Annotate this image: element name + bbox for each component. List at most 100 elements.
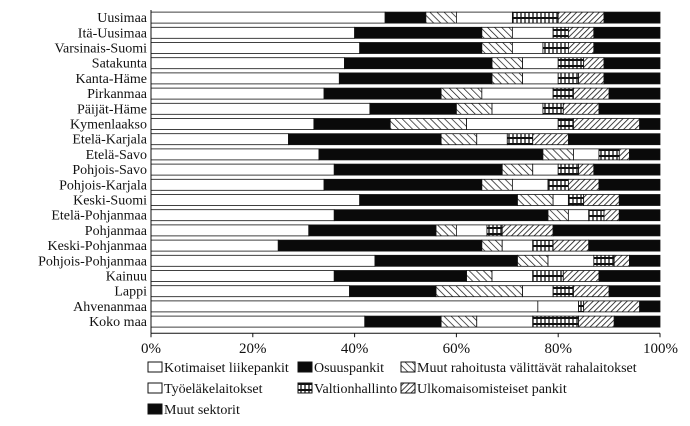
bar-segment-series-0 [150, 148, 320, 161]
category-label: Keski-Suomi [73, 194, 147, 209]
bar-segment-series-2 [491, 72, 523, 85]
legend-swatch [147, 403, 163, 415]
legend-swatch [400, 361, 416, 373]
bar-segment-series-1 [384, 11, 427, 24]
bar-segment-series-1 [364, 315, 442, 328]
x-tick-label: 60% [443, 341, 471, 357]
bar-segment-series-6 [598, 102, 661, 115]
bar-segment-series-5 [562, 102, 600, 115]
bar-segment-series-0 [150, 254, 376, 267]
bar-segment-series-4 [542, 42, 569, 54]
bar-segment-series-2 [440, 133, 478, 146]
x-tick-label: 20% [239, 341, 267, 357]
bar-segment-series-2 [481, 26, 513, 39]
category-label: Etelä-Karjala [72, 133, 147, 148]
legend-label: Muut sektorit [164, 403, 240, 418]
bar-segment-series-2 [466, 270, 493, 282]
bar-segment-series-4 [552, 87, 574, 100]
bar-segment-series-3 [511, 178, 549, 191]
bar-segment-series-6 [588, 239, 661, 252]
bar-segment-series-3 [491, 270, 534, 282]
bar-segment-series-0 [150, 72, 340, 85]
bar-segment-series-4 [542, 102, 564, 115]
bar-segment-series-0 [150, 194, 361, 206]
legend-label: Ulkomaisomisteiset pankit [417, 382, 567, 397]
bar-segment-series-2 [517, 254, 549, 267]
bar-segment-series-4 [588, 209, 605, 222]
bar-segment-series-1 [338, 72, 493, 85]
bar-segment-series-0 [150, 11, 386, 24]
bar-segment-series-4 [598, 148, 620, 161]
bar-segment-series-0 [150, 133, 289, 146]
bar-segment-series-5 [613, 254, 630, 267]
category-label: Etelä-Savo [86, 148, 147, 163]
category-label: Etelä-Pohjanmaa [51, 209, 147, 224]
bar-segment-series-1 [333, 209, 549, 222]
bar-segment-series-2 [517, 194, 554, 206]
legend-label: Muut rahoitusta välittävät rahalaitokset [417, 361, 637, 376]
category-label: Kymenlaakso [70, 118, 147, 133]
bar-segment-series-6 [629, 254, 661, 267]
bar-segment-series-3 [455, 224, 488, 237]
legend-label: Kotimaiset liikepankit [164, 361, 289, 376]
bar-segment-series-2 [389, 118, 467, 130]
bar-segment-series-0 [150, 285, 350, 298]
bar-segment-series-2 [542, 148, 574, 161]
bar-segment-series-5 [578, 163, 595, 176]
bar-segment-series-4 [557, 163, 579, 176]
bar-segment-series-4 [578, 300, 585, 313]
bar-segment-series-6 [603, 72, 661, 85]
bar-segment-series-1 [359, 42, 483, 54]
bar-segment-series-6 [608, 285, 661, 298]
bar-segment-series-6 [598, 270, 661, 282]
bar-segment-series-1 [333, 163, 503, 176]
bar-segment-series-6 [593, 42, 661, 54]
bar-segment-series-5 [583, 300, 641, 313]
bar-segment-series-3 [522, 285, 554, 298]
category-label: Uusimaa [97, 11, 148, 26]
bar-segment-series-6 [618, 209, 661, 222]
bar-segment-series-1 [349, 285, 437, 298]
bar-segment-series-0 [150, 102, 371, 115]
bar-segment-series-5 [567, 42, 595, 54]
bar-segment-series-4 [593, 254, 615, 267]
bar-segment-series-5 [552, 239, 590, 252]
bar-segment-series-2 [501, 163, 534, 176]
bar-segment-series-3 [567, 209, 590, 222]
bar-segment-series-1 [277, 239, 483, 252]
bar-segment-series-6 [598, 178, 661, 191]
x-tick-label: 0% [141, 341, 161, 357]
bar-segment-series-5 [573, 118, 641, 130]
legend-swatch [297, 361, 313, 373]
bar-segment-series-2 [547, 209, 569, 222]
category-label: Varsinais-Suomi [54, 42, 147, 57]
bar-segment-series-3 [537, 300, 579, 313]
bar-segment-series-4 [552, 285, 574, 298]
category-label: Pohjois-Pohjanmaa [38, 254, 148, 269]
bar-segment-series-1 [288, 133, 442, 146]
bar-segment-series-6 [618, 194, 661, 206]
category-label: Kainuu [106, 270, 147, 285]
bar-segment-series-3 [491, 102, 544, 115]
bar-segment-series-1 [313, 118, 391, 130]
bar-segment-series-1 [308, 224, 437, 237]
legend-label: Valtionhallinto [314, 382, 397, 397]
bar-segment-series-5 [618, 148, 630, 161]
bar-segment-series-3 [547, 254, 595, 267]
legend-swatch [297, 382, 313, 394]
bar-segment-series-5 [562, 270, 600, 282]
bar-segment-series-2 [481, 178, 513, 191]
bar-segment-series-2 [491, 57, 523, 70]
legend-swatch [400, 382, 416, 394]
bar-segment-series-4 [567, 194, 585, 206]
x-tick-label: 100% [643, 341, 678, 357]
bar-segment-series-3 [552, 194, 569, 206]
bar-segment-series-0 [150, 270, 335, 282]
bar-segment-series-3 [466, 118, 559, 130]
bar-segment-series-5 [567, 178, 600, 191]
bar-segment-series-5 [603, 209, 620, 222]
bar-segment-series-0 [150, 163, 335, 176]
bar-segment-series-5 [573, 87, 610, 100]
bar-segment-series-5 [573, 285, 610, 298]
